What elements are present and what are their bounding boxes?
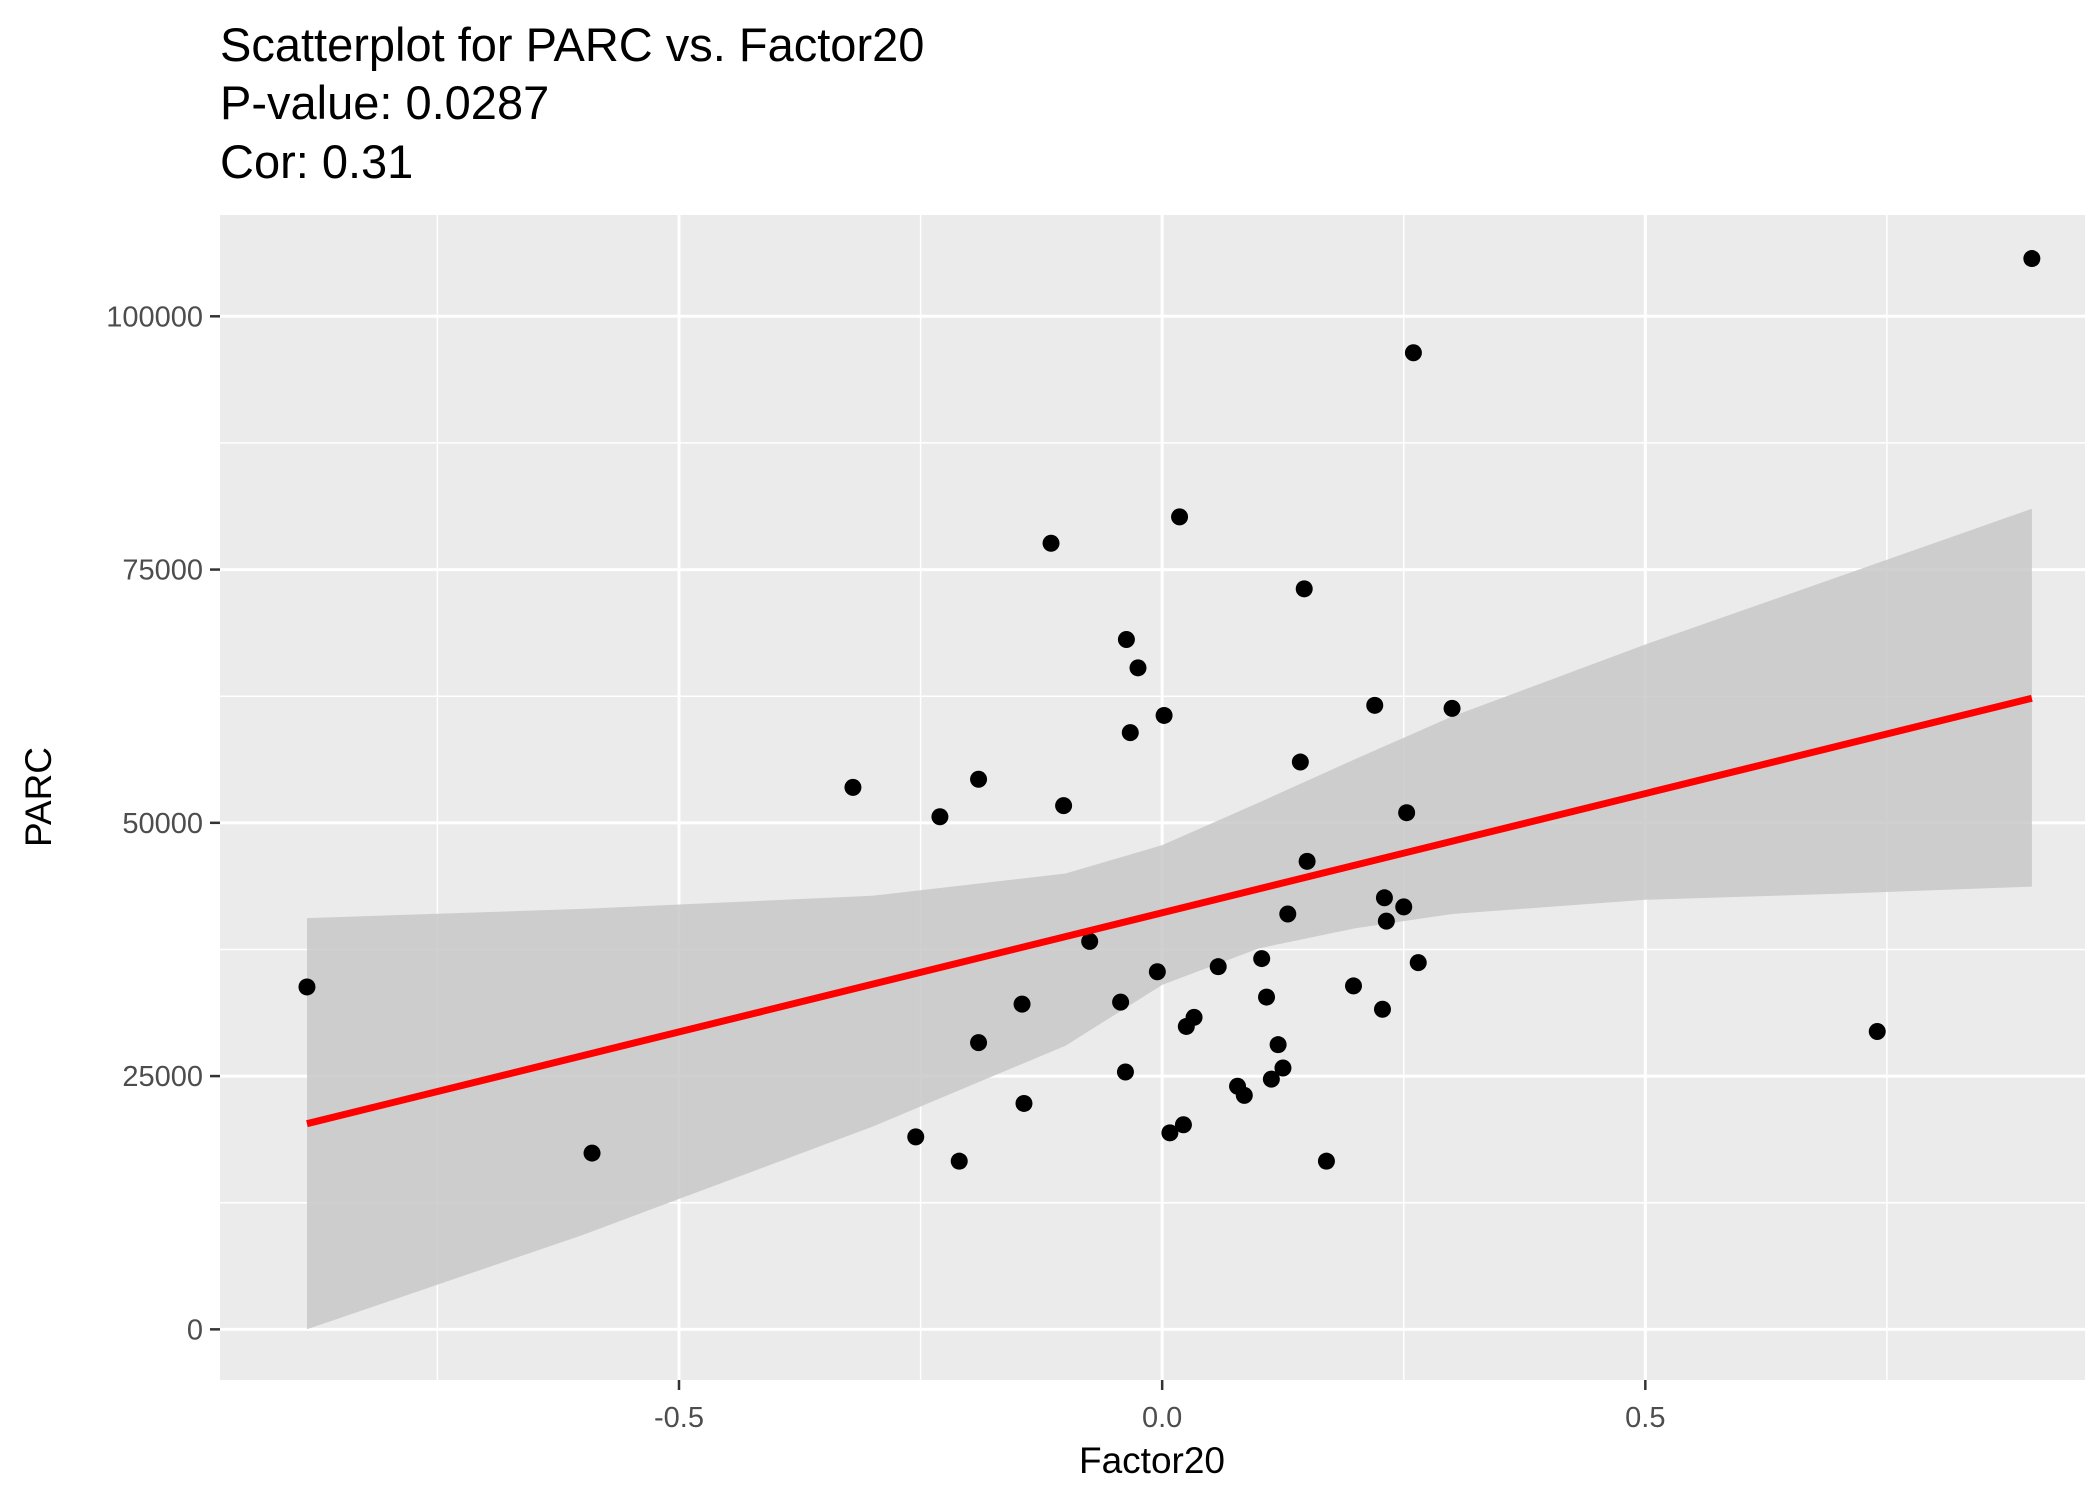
- data-point: [1013, 995, 1031, 1013]
- data-point: [1117, 630, 1135, 648]
- data-point: [1373, 1000, 1391, 1018]
- x-tick-label: -0.5: [654, 1402, 704, 1434]
- data-point: [1262, 1070, 1280, 1088]
- data-point: [950, 1152, 968, 1170]
- data-point: [1409, 954, 1427, 972]
- data-point: [1185, 1008, 1203, 1026]
- y-tick-label: 25000: [122, 1061, 203, 1093]
- data-point: [1377, 912, 1395, 930]
- data-point: [1269, 1036, 1287, 1054]
- data-point: [1253, 950, 1271, 968]
- data-point: [1161, 1124, 1179, 1142]
- y-axis-ticks: 0 25000 50000 75000 100000: [106, 301, 220, 1346]
- data-point: [1081, 932, 1099, 950]
- y-tick-label: 100000: [106, 301, 203, 333]
- data-point: [1344, 977, 1362, 995]
- data-point: [1395, 898, 1413, 916]
- data-point: [1055, 797, 1073, 815]
- data-point: [1298, 852, 1316, 870]
- data-point: [1279, 905, 1297, 923]
- regression-line: [306, 694, 2033, 1128]
- data-point: [1155, 706, 1173, 724]
- data-point: [1317, 1152, 1335, 1170]
- data-point: [1015, 1094, 1033, 1112]
- data-point: [1171, 508, 1189, 526]
- data-point: [844, 778, 862, 796]
- data-point: [1258, 988, 1276, 1006]
- data-point: [931, 808, 949, 826]
- chart-title-line-1: Scatterplot for PARC vs. Factor20: [220, 18, 924, 71]
- y-tick-label: 75000: [122, 555, 203, 587]
- data-point: [1112, 993, 1130, 1011]
- x-axis-ticks: -0.5 0.0 0.5: [654, 1380, 1665, 1434]
- data-point: [583, 1144, 601, 1162]
- data-points: [298, 250, 2041, 1170]
- data-point: [1235, 1086, 1253, 1104]
- data-point: [1291, 753, 1309, 771]
- x-axis-title: Factor20: [1079, 1440, 1225, 1481]
- data-point: [1366, 696, 1384, 714]
- chart-title-line-3: Cor: 0.31: [220, 135, 413, 188]
- y-tick-label: 50000: [122, 808, 203, 840]
- data-point: [1274, 1059, 1292, 1077]
- data-point: [907, 1128, 925, 1146]
- x-tick-label: 0.5: [1625, 1402, 1665, 1434]
- data-point: [1042, 534, 1060, 552]
- data-point: [1129, 659, 1147, 677]
- data-point: [1121, 724, 1139, 742]
- x-tick-label: 0.0: [1142, 1402, 1182, 1434]
- confidence-band: [307, 508, 2032, 1330]
- data-point: [1209, 958, 1227, 976]
- data-point: [970, 1034, 988, 1052]
- data-point: [1404, 344, 1422, 362]
- data-point: [298, 978, 316, 996]
- data-point: [1443, 699, 1461, 717]
- chart-title-line-2: P-value: 0.0287: [220, 76, 549, 129]
- data-point: [1148, 963, 1166, 981]
- data-point: [1116, 1063, 1134, 1081]
- data-point: [1398, 804, 1416, 822]
- data-point: [1174, 1116, 1192, 1134]
- data-point: [1375, 889, 1393, 907]
- y-tick-label: 0: [187, 1314, 203, 1346]
- data-point: [1868, 1023, 1886, 1041]
- data-point: [970, 770, 988, 788]
- data-point: [1295, 580, 1313, 598]
- data-point: [2023, 250, 2041, 268]
- y-axis-title: PARC: [18, 747, 59, 847]
